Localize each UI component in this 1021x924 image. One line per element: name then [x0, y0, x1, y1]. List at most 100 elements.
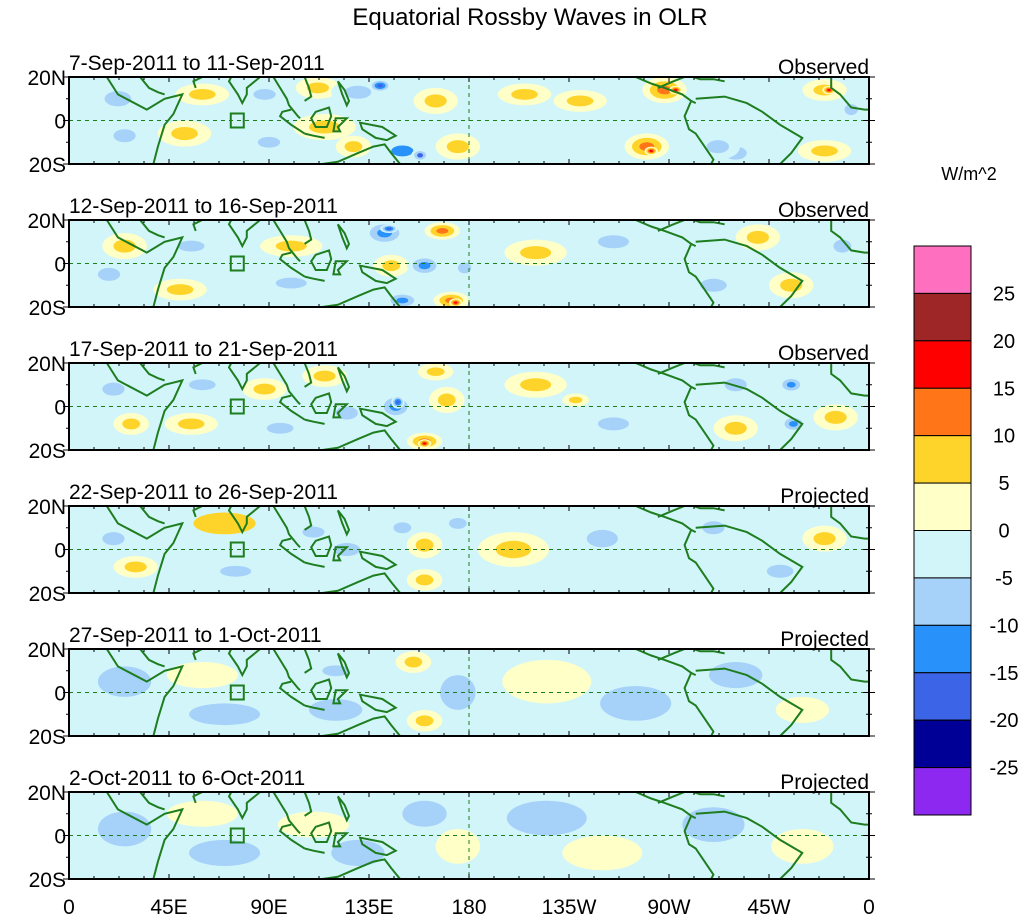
y-tick-label: 20N — [27, 639, 66, 662]
coastline — [304, 132, 325, 139]
y-tick-label: 20N — [27, 210, 66, 233]
anomaly-contour — [454, 301, 458, 304]
anomaly-contour — [166, 800, 238, 827]
anomaly-contour — [396, 400, 400, 404]
anomaly-contour — [435, 828, 481, 864]
x-tick-label: 0 — [63, 896, 75, 919]
coastline — [304, 275, 325, 282]
anomaly-contour — [391, 145, 414, 157]
anomaly-contour — [562, 835, 643, 871]
coastline — [358, 836, 398, 857]
colorbar-tick-label: 0 — [998, 521, 1009, 543]
anomaly-contour — [396, 297, 409, 304]
coastline — [332, 832, 350, 848]
colorbar-tick-label: -20 — [990, 710, 1019, 732]
coastline — [192, 363, 203, 375]
colorbar-swatch — [913, 340, 972, 389]
coastline — [695, 667, 804, 736]
coastline — [336, 80, 351, 108]
coastline — [683, 672, 715, 736]
colorbar-tick-label: -15 — [990, 663, 1019, 685]
coastline — [139, 77, 165, 96]
x-tick-label: 90E — [250, 896, 287, 919]
anomaly-contour — [266, 422, 294, 434]
y-tick-label: 20S — [29, 869, 66, 892]
anomaly-contour — [333, 542, 361, 557]
anomaly-contour — [102, 382, 125, 396]
anomaly-contour — [253, 383, 276, 395]
coastline — [830, 792, 869, 826]
coastline — [105, 220, 185, 307]
colorbar-tick-label: 15 — [993, 378, 1015, 400]
y-tick-label: 20S — [29, 154, 66, 177]
anomaly-contour — [415, 715, 434, 727]
anomaly-contour — [682, 807, 745, 843]
coastline — [272, 363, 301, 406]
coastline — [683, 529, 715, 593]
anomaly-contour — [97, 666, 152, 697]
y-tick-label: 20S — [29, 297, 66, 320]
colorbar-tick-label: -25 — [990, 758, 1019, 780]
anomaly-contour — [220, 565, 252, 577]
coastline — [322, 286, 401, 307]
anomaly-contour — [440, 675, 476, 710]
anomaly-contour — [177, 240, 205, 252]
coastline — [683, 815, 715, 879]
anomaly-contour — [511, 88, 538, 100]
anomaly-contour — [520, 378, 552, 392]
anomaly-contour — [786, 381, 796, 388]
anomaly-contour — [446, 140, 469, 154]
anomaly-contour — [771, 828, 834, 864]
coastline — [322, 143, 401, 164]
x-tick-label: 45W — [747, 896, 790, 919]
anomaly-contour — [813, 532, 836, 546]
coastline — [105, 649, 185, 736]
anomaly-contour — [569, 396, 583, 404]
anomaly-contour — [824, 410, 847, 424]
anomaly-contour — [171, 127, 198, 141]
anomaly-contour — [309, 699, 363, 721]
anomaly-contour — [502, 659, 592, 704]
anomaly-contour — [724, 378, 747, 392]
anomaly-contour — [189, 379, 216, 391]
coastline — [830, 220, 869, 254]
coastline — [303, 792, 313, 817]
x-axis: 0 45E 90E 135E 180 135W 90W 45W 0 — [63, 896, 875, 919]
coastline — [693, 363, 725, 369]
colorbar-tick-label: 20 — [993, 331, 1015, 353]
anomaly-contour — [97, 267, 121, 281]
x-tick-label: 0 — [863, 896, 875, 919]
x-tick-label: 135E — [344, 896, 393, 919]
anomaly-contour — [302, 526, 325, 538]
coastline — [304, 847, 325, 854]
anomaly-contour — [189, 88, 216, 100]
coastline — [332, 403, 350, 419]
coastline — [272, 220, 301, 263]
anomaly-contour — [306, 82, 329, 94]
panel-kind-label: Projected — [780, 771, 869, 794]
coastline — [695, 95, 804, 164]
y-tick-label: 20S — [29, 726, 66, 749]
colorbar-tick-label: -5 — [995, 568, 1013, 590]
anomaly-contour — [257, 136, 281, 148]
colorbar-swatch — [913, 292, 972, 342]
anomaly-contour — [313, 370, 336, 382]
coastline — [139, 649, 165, 668]
coastline — [192, 220, 203, 232]
anomaly-contour — [402, 800, 447, 827]
coastline — [657, 77, 685, 89]
anomaly-contour — [331, 839, 385, 866]
panel-date-range: 2-Oct-2011 to 6-Oct-2011 — [69, 767, 305, 790]
anomaly-contour — [437, 393, 456, 407]
coastline — [310, 392, 333, 414]
coastline — [303, 506, 313, 531]
coastline — [332, 546, 350, 562]
anomaly-contour — [436, 227, 449, 234]
coastline — [272, 649, 301, 692]
coastline — [695, 238, 804, 307]
y-tick-label: 0 — [54, 254, 66, 277]
anomaly-contour — [844, 104, 858, 116]
anomaly-contour — [377, 84, 383, 88]
anomaly-contour — [457, 262, 472, 274]
anomaly-contour — [426, 367, 445, 377]
